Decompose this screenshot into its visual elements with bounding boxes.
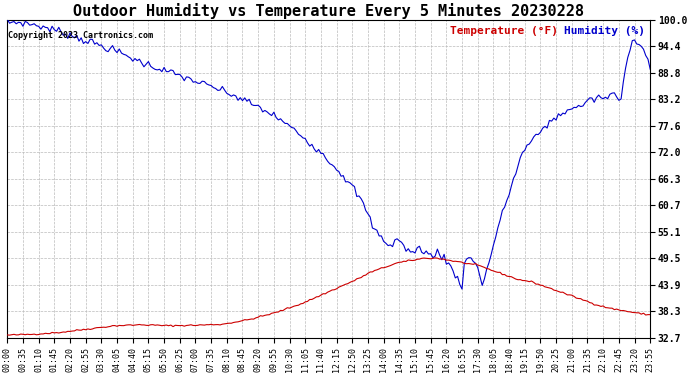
Legend: Temperature (°F), Humidity (%): Temperature (°F), Humidity (%) — [448, 26, 644, 36]
Title: Outdoor Humidity vs Temperature Every 5 Minutes 20230228: Outdoor Humidity vs Temperature Every 5 … — [73, 3, 584, 19]
Text: Copyright 2023 Cartronics.com: Copyright 2023 Cartronics.com — [8, 31, 153, 40]
